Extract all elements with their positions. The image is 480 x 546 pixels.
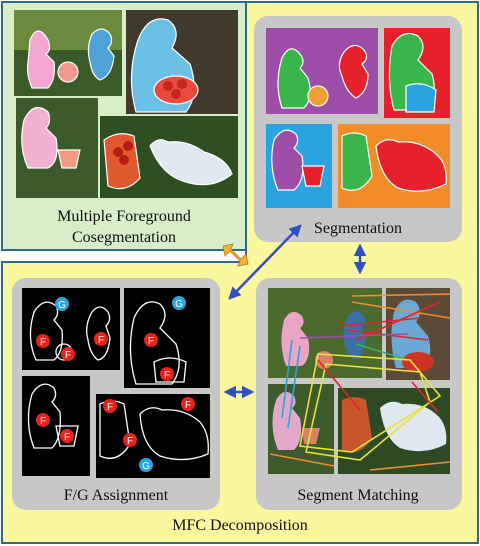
fg-mask-1: G F F F bbox=[22, 288, 120, 370]
svg-text:F: F bbox=[185, 400, 191, 411]
marker-f bbox=[61, 347, 75, 361]
coseg-photo-2 bbox=[126, 10, 238, 114]
match-photo-2 bbox=[386, 288, 450, 380]
cosegmentation-panel: Multiple Foreground Cosegmentation bbox=[1, 1, 247, 251]
marker-g bbox=[55, 297, 69, 311]
svg-text:F: F bbox=[64, 432, 70, 443]
decomposition-label: MFC Decomposition bbox=[172, 517, 308, 534]
seg-image-4 bbox=[338, 124, 450, 208]
svg-text:F: F bbox=[40, 416, 46, 427]
match-photo-1 bbox=[268, 288, 382, 378]
marker-f bbox=[123, 433, 137, 447]
svg-text:F: F bbox=[65, 350, 71, 361]
marker-f bbox=[181, 397, 195, 411]
svg-text:G: G bbox=[175, 299, 183, 310]
segment-matching-panel: Segment Matching bbox=[256, 278, 462, 510]
svg-text:F: F bbox=[148, 336, 154, 347]
marker-g bbox=[139, 458, 153, 472]
segmentation-panel: Segmentation bbox=[254, 16, 462, 242]
marker-g bbox=[172, 296, 186, 310]
fg-mask-3: F F bbox=[22, 376, 90, 476]
seg-image-2 bbox=[384, 28, 450, 118]
cosegmentation-title-line2: Cosegmentation bbox=[72, 229, 176, 246]
svg-text:F: F bbox=[127, 436, 133, 447]
seg-image-3 bbox=[266, 124, 332, 208]
fg-assignment-label: F/G Assignment bbox=[64, 487, 169, 504]
svg-text:F: F bbox=[40, 337, 46, 348]
svg-text:F: F bbox=[98, 335, 104, 346]
marker-f bbox=[144, 333, 158, 347]
seg-image-1 bbox=[266, 28, 378, 114]
cosegmentation-title-line1: Multiple Foreground bbox=[57, 208, 191, 225]
coseg-photo-3 bbox=[16, 98, 98, 198]
svg-text:F: F bbox=[164, 370, 170, 381]
svg-text:G: G bbox=[58, 300, 66, 311]
matching-lines bbox=[269, 293, 451, 471]
arrow-segmentation-assignment bbox=[228, 224, 302, 300]
fg-mask-2: G F F bbox=[124, 288, 210, 388]
marker-f bbox=[36, 413, 50, 427]
coseg-photo-4 bbox=[100, 116, 238, 198]
marker-f bbox=[36, 334, 50, 348]
marker-f bbox=[103, 399, 117, 413]
marker-f bbox=[60, 429, 74, 443]
marker-f bbox=[94, 332, 108, 346]
arrow-orange-double bbox=[222, 243, 249, 267]
marker-f bbox=[160, 367, 174, 381]
fg-assignment-panel: G F F F G F F F F bbox=[12, 278, 220, 510]
segment-matching-label: Segment Matching bbox=[297, 487, 418, 504]
coseg-photo-1 bbox=[14, 10, 122, 96]
segmentation-label: Segmentation bbox=[314, 220, 402, 237]
fg-mask-4: F F F G bbox=[96, 394, 210, 478]
svg-text:F: F bbox=[107, 402, 113, 413]
svg-text:G: G bbox=[142, 461, 150, 472]
